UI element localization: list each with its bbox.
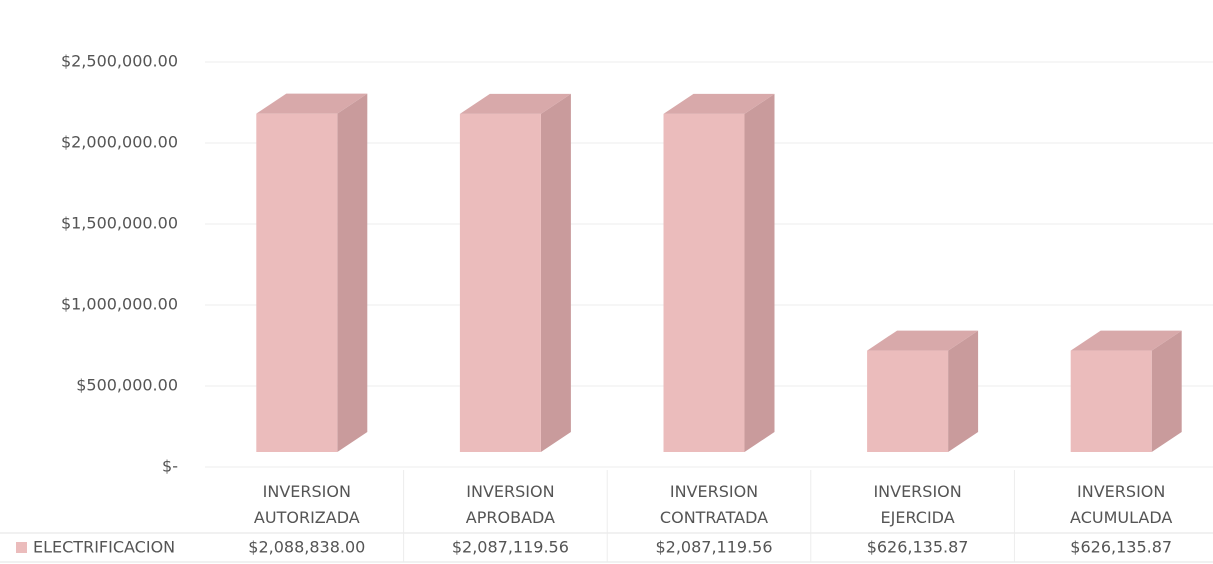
bar (256, 113, 338, 452)
data-table-value: $626,135.87 (867, 538, 969, 557)
y-tick-label: $2,500,000.00 (61, 52, 178, 71)
bar-side (744, 93, 775, 453)
bar-top (256, 93, 368, 114)
bar-top (1070, 330, 1182, 351)
bar-side (540, 93, 571, 453)
y-tick-label: $1,500,000.00 (61, 214, 178, 233)
bar (663, 113, 745, 453)
y-tick-label: $500,000.00 (76, 376, 178, 395)
bar-top (867, 330, 979, 351)
bar-3d (256, 93, 368, 452)
data-table-value: $2,087,119.56 (655, 538, 772, 557)
bar-side (337, 93, 368, 452)
bar (867, 350, 949, 452)
bar-3d (867, 330, 979, 452)
bar-top (663, 93, 775, 114)
bar-3d (459, 93, 571, 453)
data-table-value: $2,088,838.00 (248, 538, 365, 557)
y-tick-label: $- (162, 457, 178, 476)
bar-3d (1070, 330, 1182, 452)
bar-3d (663, 93, 775, 453)
y-tick-label: $2,000,000.00 (61, 133, 178, 152)
data-table-value: $626,135.87 (1070, 538, 1172, 557)
x-tick-label: INVERSION CONTRATADA (660, 482, 768, 527)
x-tick-label: INVERSION AUTORIZADA (254, 482, 360, 527)
data-table-value: $2,087,119.56 (452, 538, 569, 557)
x-tick-label: INVERSION EJERCIDA (873, 482, 961, 527)
x-tick-label: INVERSION ACUMULADA (1070, 482, 1172, 527)
bar-side (948, 330, 979, 452)
legend-label: ELECTRIFICACION (33, 538, 175, 557)
bar (1070, 350, 1152, 452)
bar (459, 113, 541, 453)
y-tick-label: $1,000,000.00 (61, 295, 178, 314)
bar-top (459, 93, 571, 114)
bar-side (1151, 330, 1182, 452)
x-tick-label: INVERSION APROBADA (466, 482, 555, 527)
legend-swatch (16, 542, 27, 553)
